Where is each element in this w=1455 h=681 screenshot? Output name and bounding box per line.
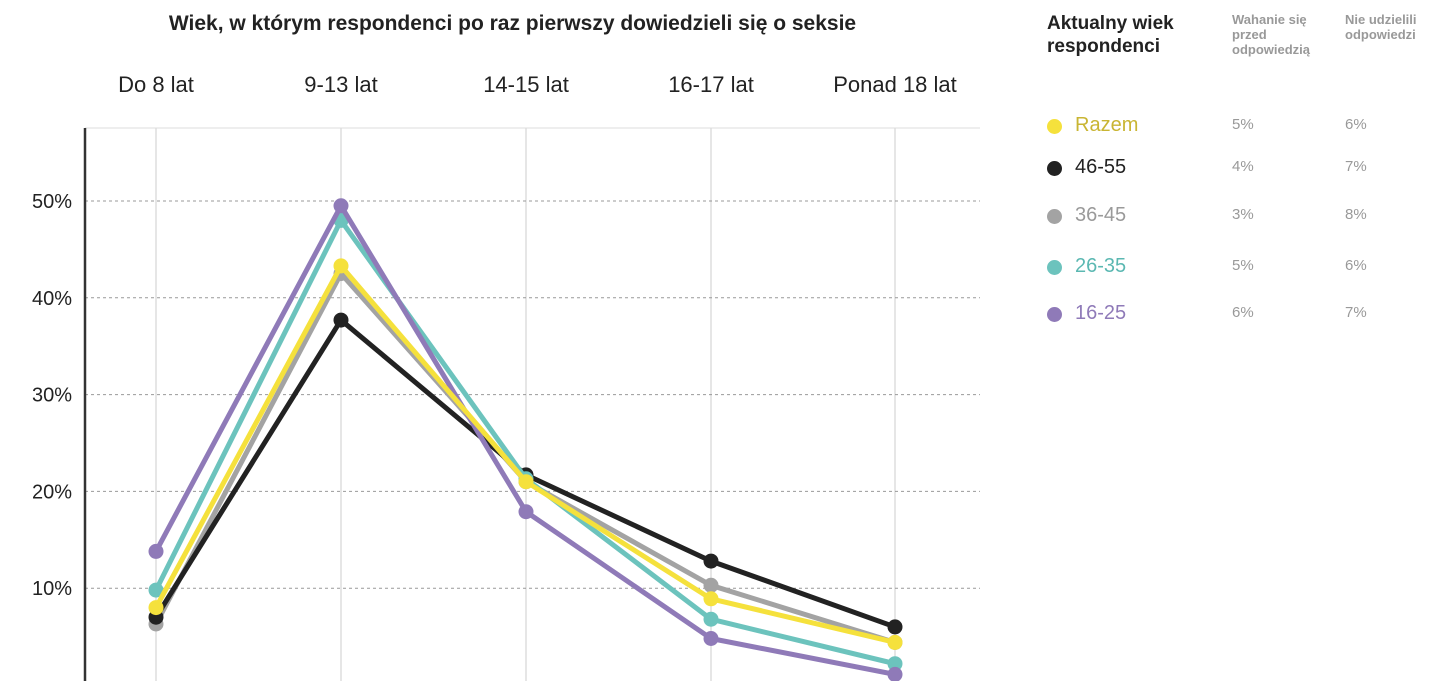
- y-tick-label: 30%: [32, 385, 72, 407]
- y-tick-label: 40%: [32, 288, 72, 310]
- data-point-46-55[interactable]: [887, 619, 903, 635]
- legend-hesitation-value: 3%: [1232, 206, 1254, 223]
- legend-dot-icon: [1047, 161, 1062, 176]
- legend-dot-icon: [1047, 209, 1062, 224]
- data-point-razem[interactable]: [703, 591, 719, 607]
- legend-no-answer-value: 6%: [1345, 257, 1367, 274]
- series-lines: [148, 198, 903, 681]
- legend-item-46-55[interactable]: 46-55 4% 7%: [1040, 155, 1455, 183]
- y-tick-label: 20%: [32, 481, 72, 503]
- legend-label: 36-45: [1075, 204, 1127, 226]
- legend-hesitation-value: 4%: [1232, 158, 1254, 175]
- legend-no-answer-value: 7%: [1345, 304, 1367, 321]
- data-point-16-25[interactable]: [887, 666, 903, 681]
- data-point-razem[interactable]: [518, 474, 534, 490]
- legend-title: Aktualny wiek respondenci: [1047, 13, 1174, 57]
- x-category-label: 14-15 lat: [483, 72, 569, 97]
- legend-item-razem[interactable]: Razem 5% 6%: [1040, 113, 1455, 141]
- legend-label: 46-55: [1075, 156, 1127, 178]
- data-point-46-55[interactable]: [703, 553, 719, 569]
- legend-label: 26-35: [1075, 255, 1127, 277]
- legend-item-26-35[interactable]: 26-35 5% 6%: [1040, 254, 1455, 282]
- legend-column-hesitation: Wahanie się przed odpowiedzią: [1232, 12, 1310, 57]
- data-point-razem[interactable]: [148, 600, 164, 616]
- data-point-16-25[interactable]: [518, 504, 534, 520]
- x-category-label: 9-13 lat: [304, 72, 377, 97]
- legend-dot-icon: [1047, 119, 1062, 134]
- data-point-26-35[interactable]: [703, 611, 719, 627]
- legend-dot-icon: [1047, 260, 1062, 275]
- data-point-razem[interactable]: [333, 258, 349, 274]
- data-point-26-35[interactable]: [148, 582, 164, 598]
- chart-title: Wiek, w którym respondenci po raz pierws…: [168, 12, 857, 35]
- series-16-25: [148, 198, 903, 681]
- line-chart: 10% 20% 30% 40% 50% Do 8 lat 9-13 lat 14-15 lat…: [32, 72, 980, 681]
- y-tick-label: 50%: [32, 191, 72, 213]
- series-razem: [148, 258, 903, 650]
- data-point-razem[interactable]: [887, 634, 903, 650]
- legend-no-answer-value: 8%: [1345, 206, 1367, 223]
- x-category-label: Ponad 18 lat: [833, 72, 957, 97]
- data-point-16-25[interactable]: [148, 543, 164, 559]
- legend-hesitation-value: 5%: [1232, 257, 1254, 274]
- y-tick-label: 10%: [32, 578, 72, 600]
- data-point-16-25[interactable]: [333, 198, 349, 214]
- x-category-label: Do 8 lat: [118, 72, 194, 97]
- legend-item-16-25[interactable]: 16-25 6% 7%: [1040, 301, 1455, 329]
- legend-item-36-45[interactable]: 36-45 3% 8%: [1040, 203, 1455, 231]
- axis-labels: 10% 20% 30% 40% 50% Do 8 lat 9-13 lat 14-15 lat…: [32, 72, 957, 600]
- legend-panel: Aktualny wiek respondenci Wahanie się pr…: [1040, 0, 1455, 681]
- legend-dot-icon: [1047, 307, 1062, 322]
- data-point-36-45[interactable]: [703, 577, 719, 593]
- x-category-label: 16-17 lat: [668, 72, 754, 97]
- legend-column-no-answer: Nie udzielili odpowiedzi: [1345, 12, 1417, 42]
- legend-hesitation-value: 6%: [1232, 304, 1254, 321]
- data-point-46-55[interactable]: [333, 312, 349, 328]
- legend-no-answer-value: 6%: [1345, 116, 1367, 133]
- legend-hesitation-value: 5%: [1232, 116, 1254, 133]
- data-point-26-35[interactable]: [887, 656, 903, 672]
- legend-no-answer-value: 7%: [1345, 158, 1367, 175]
- data-point-16-25[interactable]: [703, 631, 719, 646]
- grid: [85, 127, 980, 681]
- legend-label: 16-25: [1075, 302, 1127, 324]
- legend-label: Razem: [1075, 114, 1139, 136]
